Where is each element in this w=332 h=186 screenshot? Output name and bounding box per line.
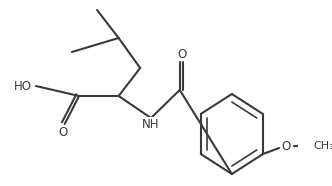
Text: O: O bbox=[282, 140, 291, 153]
Text: HO: HO bbox=[14, 79, 32, 92]
Text: O: O bbox=[58, 126, 67, 139]
Text: O: O bbox=[177, 47, 186, 60]
Text: NH: NH bbox=[142, 118, 160, 131]
Text: CH₃: CH₃ bbox=[313, 141, 332, 151]
